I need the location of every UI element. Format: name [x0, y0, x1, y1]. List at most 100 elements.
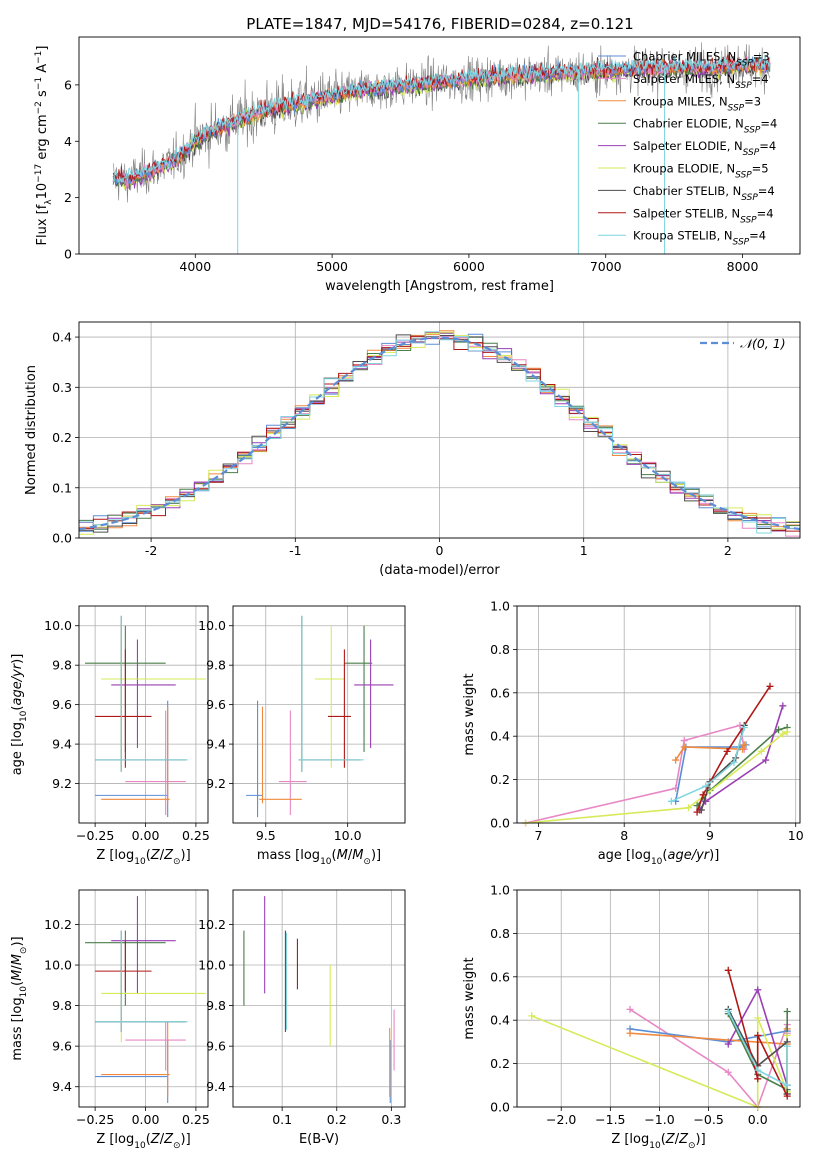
y-tick-label: 0.1: [52, 480, 72, 495]
x-axis-label: age [log10(age/yr)]: [598, 848, 720, 867]
histogram-kroupa-stelib: [79, 331, 800, 534]
label-part: 10: [320, 857, 332, 867]
y-tick-label: 0.4: [490, 1013, 510, 1028]
label-part: SSP: [741, 193, 758, 203]
weight-marker: [680, 737, 688, 745]
weight-marker: [775, 726, 783, 734]
y-tick-label: 0.8: [490, 642, 510, 657]
weight-marker: [779, 730, 787, 738]
label-part: )]: [181, 848, 191, 863]
y-tick-label: 10.0: [44, 618, 72, 633]
weight-marker: [754, 1014, 762, 1022]
label-part: M: [10, 954, 25, 965]
weight-line: [696, 685, 771, 813]
label-part: 10: [35, 183, 50, 200]
label-part: )]: [10, 654, 25, 664]
age-vs-Z-panel: −0.25 0.00 0.259.29.49.69.810.0Z [log10(Z/…: [10, 605, 210, 867]
y-tick-label: 9.8: [52, 658, 72, 673]
label-part: 10: [134, 857, 146, 867]
y-tick-label: 9.6: [52, 697, 72, 712]
y-tick-label: 0.2: [52, 430, 72, 445]
label-part: Chabrier MILES, N: [633, 50, 736, 64]
y-tick-label: 0.6: [490, 685, 510, 700]
y-tick-label: 0.3: [52, 380, 72, 395]
label-part: (: [10, 706, 25, 711]
y-tick-label: 10.0: [198, 618, 226, 633]
weight-marker: [754, 1031, 762, 1039]
y-tick-label: 4: [64, 134, 72, 149]
label-part: A: [35, 64, 50, 77]
label-part: age [log: [10, 722, 25, 775]
label-part: Z [log: [96, 1132, 134, 1147]
weight-marker: [762, 756, 770, 764]
weight-marker: [528, 1012, 536, 1020]
weight-line: [700, 725, 746, 811]
mass-weight-vs-Z-panel: −2.0 −1.5 −1.0 −0.5 0.0 0.0 0.2 0.4 0.6 0.8 1.0 Z […: [462, 883, 801, 1151]
weight-marker: [667, 797, 675, 805]
label-part: SSP: [743, 148, 760, 158]
weight-marker: [783, 728, 791, 736]
weight-line: [699, 705, 784, 811]
label-part: Kroupa MILES, N: [633, 94, 728, 108]
x-tick-label: 0.2: [327, 1112, 347, 1127]
label-part: (data-model)/error: [379, 563, 500, 578]
label-part: age [log: [598, 848, 651, 863]
x-axis-label: Z [log10(Z/Z⊙)]: [96, 1132, 190, 1151]
label-part: Chabrier ELODIE, N: [633, 117, 744, 131]
legend-label: Salpeter ELODIE, NSSP=4: [633, 139, 776, 158]
label-part: =4: [749, 229, 766, 243]
x-tick-label: -1: [289, 543, 301, 558]
label-part: Chabrier STELIB, N: [633, 184, 741, 198]
x-axis-label: (data-model)/error: [379, 563, 500, 578]
x-tick-label: 0.00: [132, 828, 160, 843]
legend-label-normal: 𝒩(0, 1): [740, 336, 786, 351]
label-part: )]: [709, 848, 719, 863]
y-tick-label: 0.2: [490, 772, 510, 787]
weight-marker: [724, 1008, 732, 1016]
label-part: Kroupa STELIB, N: [633, 229, 733, 243]
label-part: Z: [163, 1132, 174, 1147]
label-part: =4: [758, 184, 775, 198]
y-tick-label: 9.6: [206, 697, 226, 712]
weight-marker: [754, 986, 762, 994]
label-part: 10: [651, 857, 663, 867]
x-tick-label: 5000: [316, 259, 348, 274]
weight-marker: [757, 747, 765, 755]
label-part: SSP: [740, 215, 757, 225]
label-part: SSP: [728, 103, 745, 113]
label-part: 10: [19, 710, 29, 722]
label-part: λ: [44, 199, 54, 205]
x-tick-label: 8: [620, 828, 628, 843]
weight-marker: [626, 1005, 634, 1013]
label-part: /: [348, 848, 353, 863]
weight-marker: [724, 966, 732, 974]
label-part: M: [352, 848, 363, 863]
x-tick-label: 1: [580, 543, 588, 558]
x-tick-label: −2.0: [546, 1112, 576, 1127]
weight-marker: [783, 1031, 791, 1039]
legend-label: Salpeter STELIB, NSSP=4: [633, 206, 774, 225]
label-part: )]: [696, 1132, 706, 1147]
legend-label: Kroupa MILES, NSSP=3: [633, 94, 761, 113]
x-tick-label: 0.0: [748, 1112, 768, 1127]
x-axis-label: mass [log10(M/M⊙)]: [257, 848, 381, 867]
model-spectrum-salpeter-stelib: [112, 53, 771, 182]
y-axis-label: mass weight: [462, 673, 477, 755]
label-part: Z: [150, 848, 161, 863]
x-tick-label: 10: [788, 828, 804, 843]
label-part: mass [log: [10, 997, 25, 1060]
x-tick-label: −0.25: [76, 1112, 114, 1127]
y-tick-label: 0.2: [490, 1056, 510, 1071]
y-tick-label: 9.6: [206, 1039, 226, 1054]
label-part: Z [log: [96, 848, 134, 863]
label-part: /: [160, 848, 165, 863]
weight-marker: [783, 1008, 791, 1016]
label-part: −2: [34, 101, 44, 114]
weight-marker: [783, 1081, 791, 1089]
weight-marker: [693, 808, 701, 816]
label-part: =3: [753, 50, 770, 64]
label-part: 10: [134, 1141, 146, 1151]
y-axis-label: Normed distribution: [24, 365, 39, 495]
y-tick-label: 9.6: [52, 1039, 72, 1054]
